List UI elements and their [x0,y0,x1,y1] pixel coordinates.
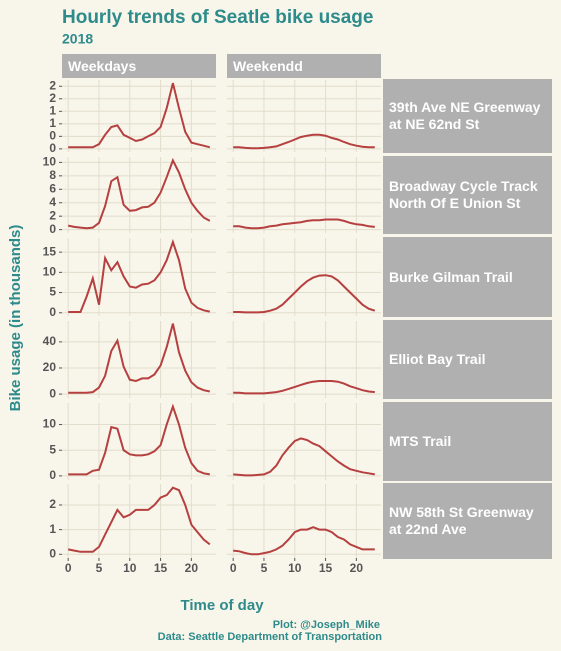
line [233,133,375,150]
y-tick-label: 0 [49,141,56,155]
x-tick-label: 0 [65,561,72,575]
y-tick-label: 5 [49,285,56,299]
row-strip: NW 58th St Greenway at 22nd Ave [383,483,552,559]
line [68,82,211,149]
x-tick-label: 0 [230,561,237,575]
column-strip: Weekendd [227,54,381,78]
line [233,274,376,314]
line [68,403,210,476]
y-tick-label: 1 [49,116,56,130]
y-tick-label: 2 [49,497,56,511]
x-tick-label: 20 [185,561,199,575]
y-tick-label: 10 [43,265,57,279]
y-tick-label: 4 [49,195,56,209]
y-tick-label: 1 [49,522,56,536]
y-tick-label: 20 [43,360,57,374]
caption: Data: Seattle Department of Transportati… [158,631,383,643]
line [67,157,211,230]
line [68,486,211,553]
x-tick-label: 20 [350,561,364,575]
row-strip: Broadway Cycle Track North Of E Union St [383,156,552,234]
line [68,238,211,313]
y-tick-label: 10 [43,417,57,431]
chart-title: Hourly trends of Seatle bike usage [62,7,373,28]
y-axis-label: Bike usage (in thousands) [7,225,24,412]
chart-subtitle: 2018 [62,31,93,47]
column-strip: Weekdays [62,54,216,78]
y-tick-label: 0 [49,129,56,143]
y-tick-label: 5 [49,442,56,456]
y-tick-label: 2 [49,208,56,222]
line [233,437,375,477]
line [233,380,375,395]
y-tick-label: 8 [49,168,56,182]
y-tick-label: 0 [49,468,56,482]
x-tick-label: 15 [319,561,333,575]
x-tick-label: 5 [261,561,268,575]
y-tick-label: 2 [49,78,56,92]
x-tick-label: 5 [96,561,103,575]
line [233,526,375,556]
row-strip: Elliot Bay Trail [383,320,552,399]
row-strip: MTS Trail [383,402,552,481]
y-tick-label: 40 [43,334,57,348]
y-tick-label: 0 [49,222,56,236]
x-tick-label: 10 [123,561,137,575]
y-tick-label: 6 [49,181,56,195]
y-tick-label: 10 [43,155,57,169]
x-tick-label: 15 [154,561,168,575]
y-tick-label: 0 [49,386,56,400]
line [233,218,375,230]
y-tick-label: 2 [49,91,56,105]
x-axis-label: Time of day [180,597,264,614]
y-tick-label: 15 [43,244,57,258]
row-strip: Burke Gilman Trail [383,237,552,317]
row-strip: 39th Ave NE Greenway at NE 62nd St [383,79,552,153]
y-tick-label: 0 [49,546,56,560]
y-tick-label: 0 [49,305,56,319]
caption: Plot: @Joseph_Mike [273,619,380,631]
line [68,323,211,394]
x-tick-label: 10 [288,561,302,575]
y-tick-label: 1 [49,103,56,117]
